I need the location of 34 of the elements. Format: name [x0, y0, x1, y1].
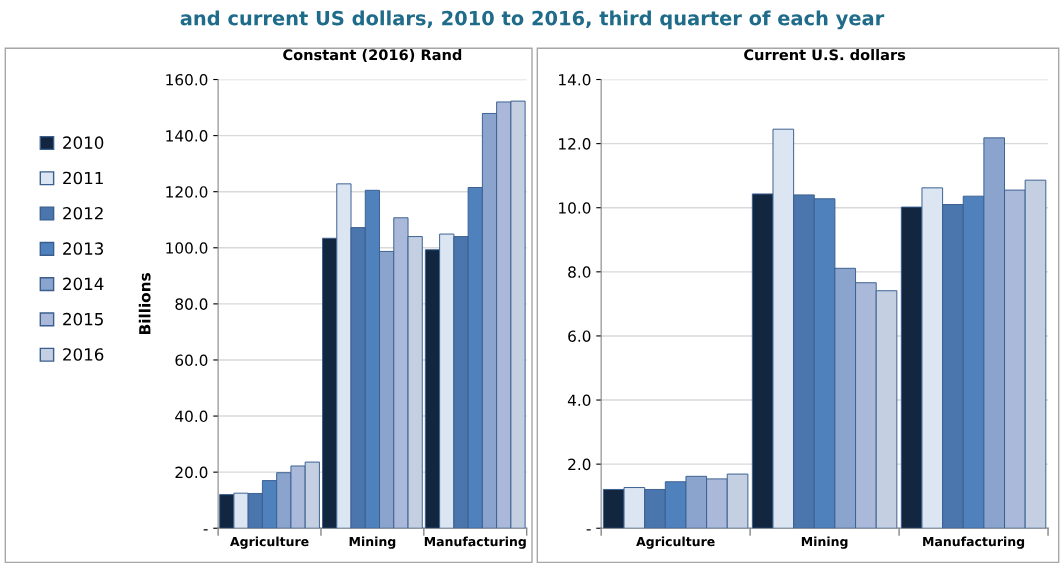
y-tick-label: 80.0 — [175, 298, 208, 310]
legend-label: 2013 — [63, 242, 104, 255]
chart-title: Current U.S. dollars — [744, 48, 906, 61]
y-tick-label: 10.0 — [559, 202, 591, 214]
x-tick-label: Manufacturing — [923, 536, 1025, 549]
x-tick-label: Agriculture — [230, 536, 309, 549]
y-tick-label: 100.0 — [166, 242, 208, 254]
legend-label: 2011 — [63, 171, 103, 185]
x-tick-label: Agriculture — [636, 536, 715, 549]
y-tick-label: 40.0 — [175, 410, 208, 423]
y-tick-label: 6.0 — [568, 330, 591, 342]
chart-title: Constant (2016) Rand — [283, 48, 462, 62]
y-tick-label: 4.0 — [567, 394, 591, 407]
legend-label: 2015 — [63, 312, 103, 326]
text: and current US dollars, 2010 to 2016, third quarter of each year — [180, 10, 885, 30]
y-tick-label: 14.0 — [559, 73, 591, 86]
y-tick-label: 20.0 — [175, 466, 208, 479]
legend-label: 2014 — [63, 277, 104, 291]
y-tick-label: - — [203, 529, 208, 531]
legend-label: 2010 — [63, 136, 104, 149]
y-tick-label: 2.0 — [568, 458, 591, 471]
y-axis-title: Billions — [138, 273, 151, 335]
legend-label: 2012 — [63, 206, 103, 220]
x-tick-label: Mining — [349, 536, 396, 549]
y-tick-label: 8.0 — [568, 266, 591, 278]
y-tick-label: - — [586, 529, 591, 531]
y-tick-label: 60.0 — [175, 354, 208, 366]
legend-label: 2016 — [63, 348, 104, 361]
y-tick-label: 160.0 — [166, 73, 208, 86]
y-tick-label: 12.0 — [559, 138, 591, 150]
x-tick-label: Manufacturing — [424, 536, 526, 549]
x-tick-label: Mining — [801, 536, 848, 549]
y-tick-label: 140.0 — [166, 130, 208, 142]
y-tick-label: 120.0 — [166, 186, 208, 198]
